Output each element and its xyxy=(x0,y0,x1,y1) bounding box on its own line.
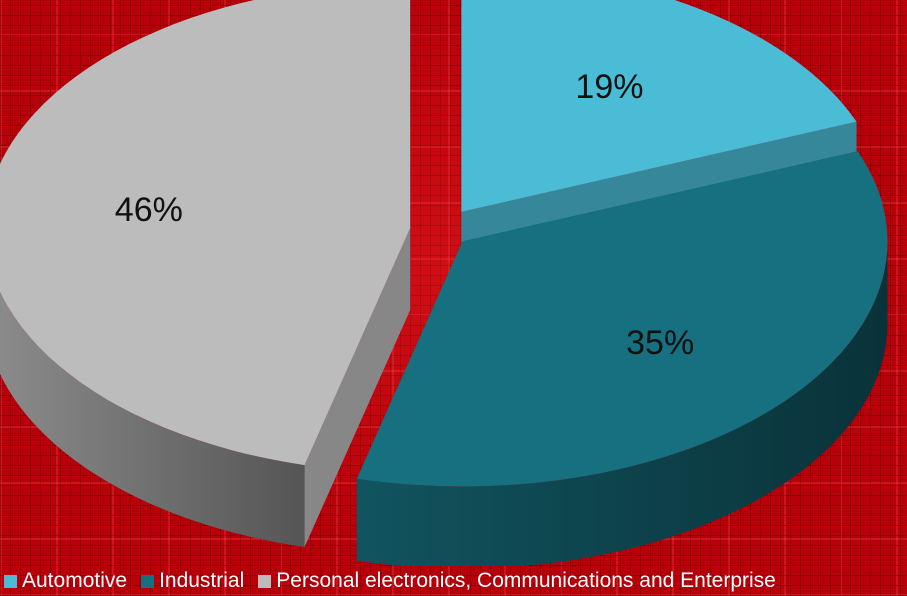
slice-2-outer-wall xyxy=(0,291,305,548)
legend-label-personal-electronics: Personal electronics, Communications and… xyxy=(276,569,776,592)
slice-2-cut-face-0 xyxy=(304,227,411,548)
legend-item-automotive: Automotive xyxy=(4,569,127,593)
data-label-2: 46% xyxy=(115,191,183,229)
legend-swatch-automotive xyxy=(4,574,17,588)
slice-top-industrial xyxy=(356,151,888,487)
slice-side-2 xyxy=(0,227,411,548)
legend: Automotive Industrial Personal electroni… xyxy=(0,566,907,596)
legend-label-automotive: Automotive xyxy=(22,569,128,592)
legend-item-industrial: Industrial xyxy=(141,569,244,593)
legend-swatch-personal-electronics xyxy=(258,574,272,588)
slice-top-automotive xyxy=(461,0,857,212)
pie-chart: 19% 35% 46% xyxy=(0,0,888,566)
data-label-1: 35% xyxy=(626,324,694,362)
legend-label-industrial: Industrial xyxy=(159,569,245,592)
slice-tops xyxy=(0,0,888,487)
slice-labels: 19% 35% 46% xyxy=(115,68,694,362)
slice-1-outer-wall xyxy=(356,241,888,566)
legend-swatch-industrial xyxy=(141,574,155,588)
data-label-0: 19% xyxy=(575,68,643,106)
slice-top-personal-electronics-communications-and-enterprise xyxy=(0,0,411,466)
legend-item-personal-electronics: Personal electronics, Communications and… xyxy=(258,569,776,593)
